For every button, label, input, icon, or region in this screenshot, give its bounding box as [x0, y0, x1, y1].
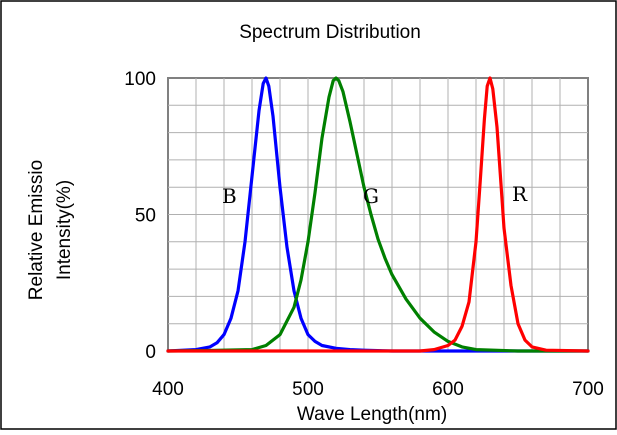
series-line-g: [166, 76, 590, 353]
x-tick-label: 600: [432, 379, 464, 400]
chart-title: Spectrum Distribution: [239, 22, 421, 43]
x-tick-label: 400: [152, 379, 184, 400]
y-axis-title-line1: Relative Emissio: [26, 160, 47, 300]
x-tick-label: 500: [292, 379, 324, 400]
y-tick-label: 50: [135, 206, 156, 227]
series-label-r: R: [512, 182, 528, 206]
y-tick-labels: 0 50 100: [124, 69, 156, 363]
x-tick-labels: 400 500 600 700: [152, 379, 604, 400]
y-tick-label: 0: [145, 342, 156, 363]
y-tick-label: 100: [124, 69, 156, 90]
gridlines: [168, 78, 588, 351]
x-axis-title: Wave Length(nm): [297, 404, 447, 425]
y-axis-title-line2: Intensity(%): [54, 180, 75, 280]
series-label-g: G: [363, 184, 379, 208]
series-layer: [166, 76, 590, 353]
series-line-r: [166, 76, 590, 353]
series-label-b: B: [222, 184, 237, 208]
x-tick-label: 700: [572, 379, 604, 400]
